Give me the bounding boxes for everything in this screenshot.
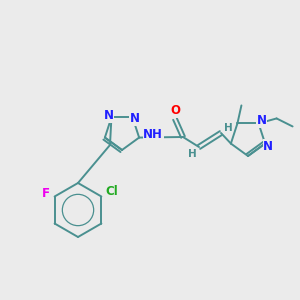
Text: H: H bbox=[224, 123, 232, 133]
Text: F: F bbox=[42, 187, 50, 200]
Text: N: N bbox=[103, 109, 113, 122]
Text: N: N bbox=[263, 140, 273, 153]
Text: N: N bbox=[130, 112, 140, 125]
Text: NH: NH bbox=[143, 128, 163, 141]
Text: N: N bbox=[256, 114, 267, 127]
Text: Cl: Cl bbox=[105, 185, 118, 198]
Text: H: H bbox=[188, 149, 196, 159]
Text: O: O bbox=[170, 104, 180, 118]
